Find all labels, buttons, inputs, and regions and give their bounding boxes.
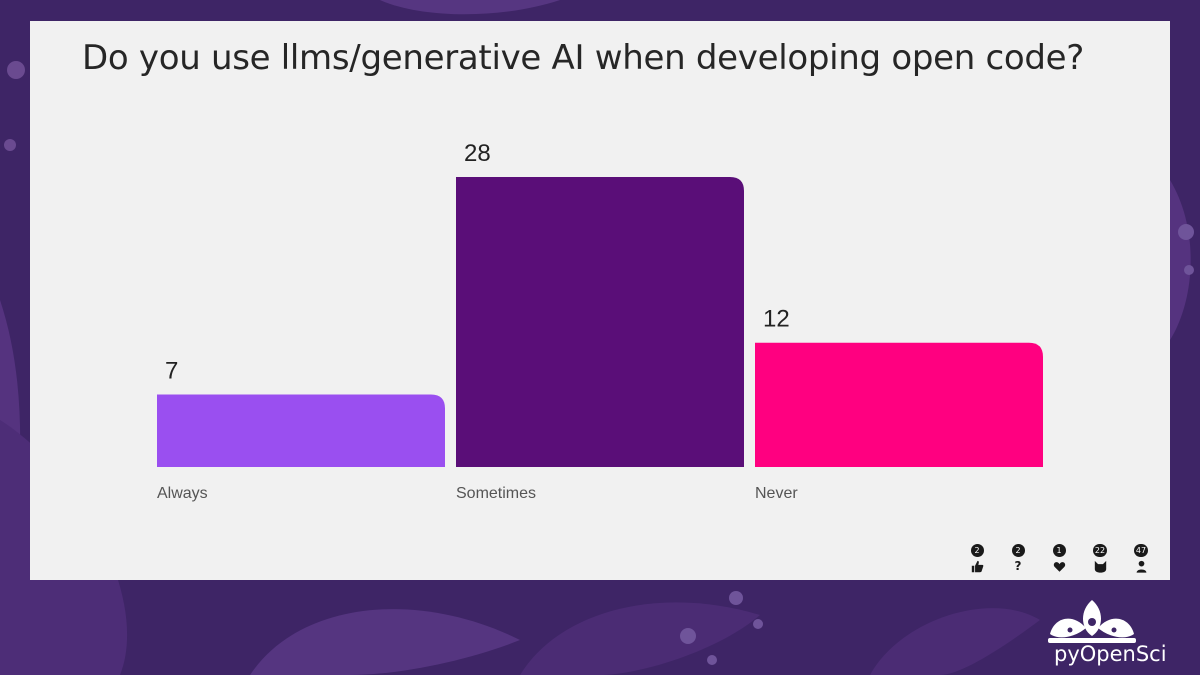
question-icon: ? — [1014, 559, 1022, 573]
bar-never — [755, 342, 1043, 467]
category-label-never: Never — [755, 485, 798, 502]
reaction-bar: 2 2 ? 1 22 47 — [966, 544, 1152, 573]
category-label-always: Always — [157, 485, 208, 502]
brand-name: pyOpenSci — [1054, 642, 1167, 666]
reaction-count: 2 — [1011, 544, 1025, 557]
heart-icon — [1053, 560, 1066, 573]
cat-icon — [1094, 560, 1107, 573]
value-label-never: 12 — [763, 306, 790, 333]
value-label-always: 7 — [165, 358, 178, 385]
chart-title: Do you use llms/generative AI when devel… — [82, 38, 1085, 78]
bar-chart: 7 Always 28 Sometimes 12 Never — [157, 140, 1043, 502]
reaction-question[interactable]: 2 ? — [1007, 544, 1029, 573]
value-label-sometimes: 28 — [464, 140, 491, 167]
reaction-cat[interactable]: 22 — [1089, 544, 1111, 573]
person-icon — [1135, 560, 1148, 573]
poll-slide: Do you use llms/generative AI when devel… — [30, 21, 1170, 580]
reaction-count: 1 — [1052, 544, 1066, 557]
category-label-sometimes: Sometimes — [456, 485, 536, 502]
reaction-count: 2 — [970, 544, 984, 557]
flower-logo-icon — [1048, 600, 1136, 643]
bar-sometimes — [456, 177, 744, 467]
reaction-count: 22 — [1092, 544, 1108, 557]
reaction-thumbs-up[interactable]: 2 — [966, 544, 988, 573]
reaction-participants[interactable]: 47 — [1130, 544, 1152, 573]
reaction-heart[interactable]: 1 — [1048, 544, 1070, 573]
reaction-count: 47 — [1133, 544, 1149, 557]
thumbs-up-icon — [971, 560, 984, 573]
pyopensci-logo: pyOpenSci — [1040, 598, 1190, 668]
bar-always — [157, 394, 445, 467]
